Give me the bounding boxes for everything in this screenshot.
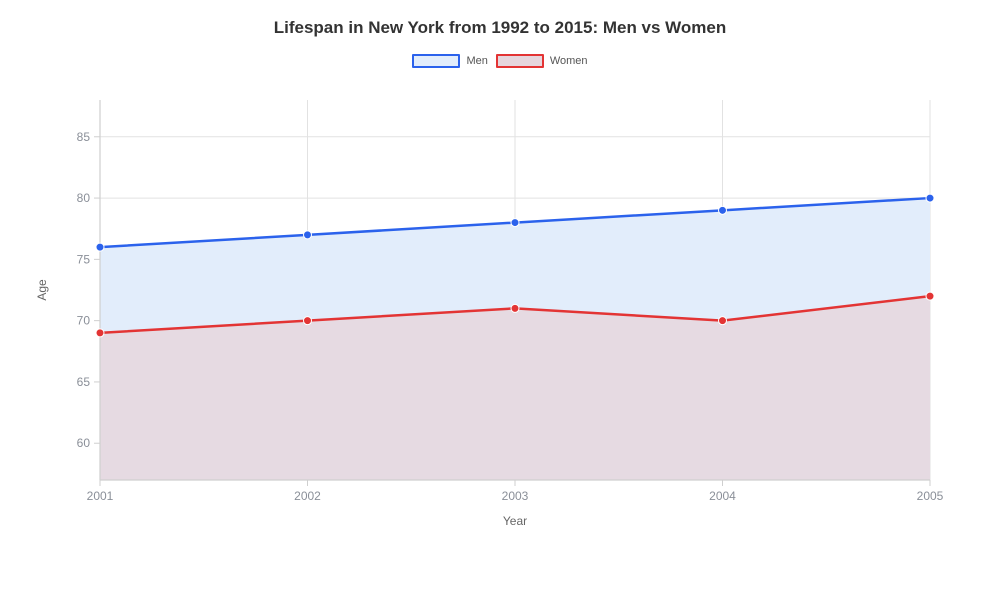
x-tick-label: 2001 [87, 489, 114, 503]
plot-area: 20012002200320042005606570758085 Age Yea… [60, 90, 960, 520]
legend: Men Women [0, 54, 1000, 68]
legend-swatch-men [412, 54, 460, 68]
marker-women [926, 292, 934, 300]
y-tick-label: 60 [77, 436, 91, 450]
legend-swatch-women [496, 54, 544, 68]
legend-label-women: Women [550, 55, 588, 67]
marker-men [96, 243, 104, 251]
y-tick-label: 65 [77, 375, 91, 389]
x-tick-label: 2002 [294, 489, 321, 503]
x-tick-label: 2004 [709, 489, 736, 503]
marker-men [719, 206, 727, 214]
marker-men [304, 231, 312, 239]
marker-men [926, 194, 934, 202]
legend-item-women: Women [496, 54, 588, 68]
marker-women [304, 317, 312, 325]
y-axis-label: Age [35, 279, 49, 300]
x-axis-label: Year [503, 514, 527, 528]
chart-title: Lifespan in New York from 1992 to 2015: … [0, 0, 1000, 38]
y-tick-label: 70 [77, 314, 91, 328]
marker-men [511, 219, 519, 227]
y-tick-label: 85 [77, 130, 91, 144]
y-tick-label: 80 [77, 191, 91, 205]
marker-women [511, 304, 519, 312]
marker-women [719, 317, 727, 325]
x-tick-label: 2005 [917, 489, 944, 503]
x-tick-label: 2003 [502, 489, 529, 503]
y-tick-label: 75 [77, 252, 91, 266]
legend-label-men: Men [466, 55, 487, 67]
legend-item-men: Men [412, 54, 487, 68]
chart-svg: 2001 2002 2003 2004 2005 60 65 70 75 80 85 [60, 90, 960, 520]
marker-women [96, 329, 104, 337]
